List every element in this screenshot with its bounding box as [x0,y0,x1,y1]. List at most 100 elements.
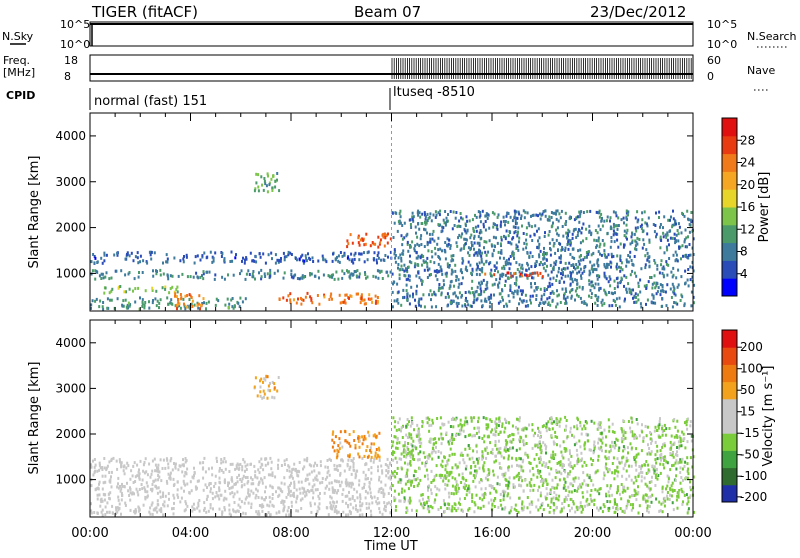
power-cell [203,297,205,300]
power-cell [455,211,457,214]
power-cell [517,231,519,234]
power-cell [514,215,516,218]
power-cell [494,265,496,268]
power-cell [267,172,269,175]
velocity-cell [258,460,260,463]
power-cell [259,252,261,255]
velocity-cell [570,455,572,458]
power-cell [122,299,124,302]
power-cell [387,242,389,245]
velocity-cell [686,456,688,459]
velocity-cell [197,502,199,505]
velocity-cell [661,456,663,459]
power-cell [268,183,270,186]
velocity-cell [193,507,195,510]
power-cell [490,294,492,297]
power-cell [300,297,302,300]
velocity-cell [447,503,449,506]
power-cell [125,258,127,261]
velocity-cell [565,489,567,492]
velocity-cell [292,468,294,471]
power-cell [679,226,681,229]
velocity-cell [227,484,229,487]
velocity-cell [569,470,571,473]
power-cell [398,291,400,294]
velocity-cell [462,510,464,513]
velocity-cell [205,470,207,473]
velocity-cell [498,424,500,427]
power-cell [230,299,232,302]
velocity-cell [563,487,565,490]
velocity-cell [420,503,422,506]
power-cell [590,281,592,284]
power-cell [106,307,108,310]
velocity-cell [349,433,351,436]
velocity-cell [522,440,524,443]
velocity-cell [235,510,237,513]
power-cell [494,213,496,216]
velocity-cell [445,477,447,480]
power-cell [289,298,291,301]
power-cell [458,278,460,281]
velocity-cell [396,461,398,464]
power-cell [568,248,570,251]
power-cell [473,298,475,301]
velocity-cell [303,487,305,490]
power-cell [416,243,418,246]
velocity-cell [457,466,459,469]
power-region [254,172,280,193]
velocity-cell [341,481,343,484]
velocity-cell [617,475,619,478]
power-cell [215,304,217,307]
power-cell [555,279,557,282]
velocity-cell [364,483,366,486]
velocity-cell [341,493,343,496]
velocity-cell [118,508,120,511]
power-cell [305,257,307,260]
power-cell [431,250,433,253]
velocity-cell [365,490,367,493]
power-cell [572,233,574,236]
power-cell [472,268,474,271]
power-cell [493,249,495,252]
power-cell [479,273,481,276]
power-cell [351,295,353,298]
power-cell [360,298,362,301]
power-cell [521,214,523,217]
power-cell [437,237,439,240]
velocity-cell [353,465,355,468]
velocity-cell [512,425,514,428]
power-cell [278,259,280,262]
velocity-cell [181,497,183,500]
power-cell [556,275,558,278]
power-cell [600,220,602,223]
velocity-cell [407,442,409,445]
power-cell [117,297,119,300]
velocity-cell [405,449,407,452]
power-cell [551,283,553,286]
power-cell [437,223,439,226]
velocity-cell [219,508,221,511]
velocity-cell [608,430,610,433]
velocity-cell [339,484,341,487]
velocity-cell [586,490,588,493]
velocity-cell [641,449,643,452]
power-cell [609,284,611,287]
velocity-cell [264,393,266,396]
velocity-cell [628,420,630,423]
y-tick-label: 3000 [55,175,86,189]
power-cell [540,250,542,253]
power-cell [604,272,606,275]
velocity-cell [293,463,295,466]
velocity-cell [368,503,370,506]
power-cell [546,265,548,268]
velocity-cell [162,467,164,470]
velocity-cell [427,421,429,424]
velocity-cell [239,463,241,466]
velocity-cell [632,503,634,506]
power-cell [501,296,503,299]
power-cell [614,287,616,290]
velocity-cell [474,465,476,468]
power-cell [573,229,575,232]
power-cell [509,267,511,270]
